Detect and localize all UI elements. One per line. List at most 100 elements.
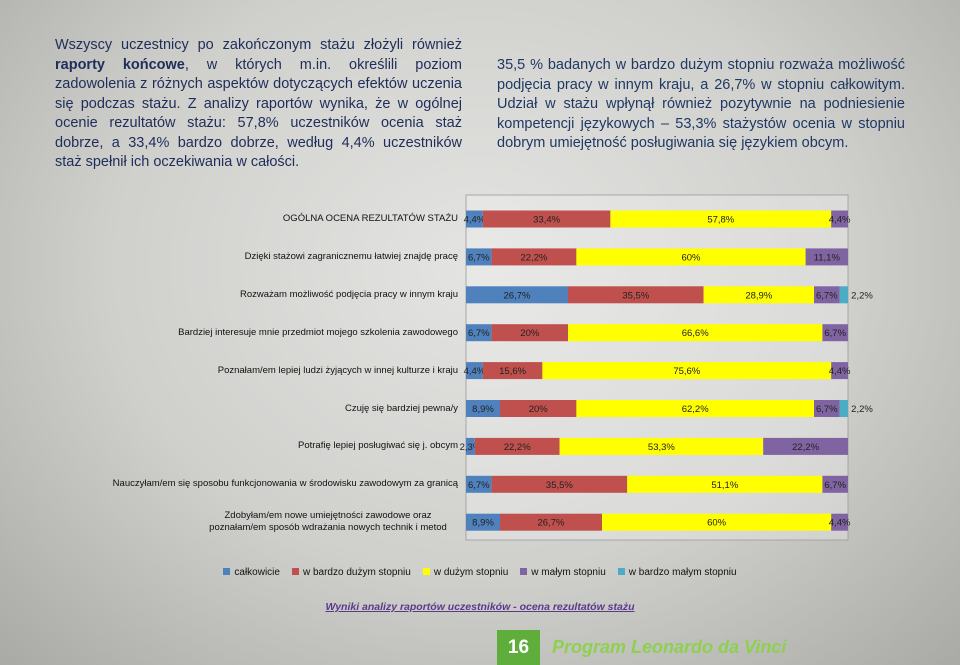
value-label: 6,7%: [816, 404, 838, 415]
bar-segment: [822, 324, 848, 342]
value-label: 60%: [707, 518, 727, 529]
bar-segment: [763, 437, 848, 455]
value-label: 51,1%: [711, 480, 738, 491]
legend-swatch: [291, 568, 299, 575]
bar-segment: [703, 286, 815, 304]
value-label: 4,4%: [829, 518, 851, 529]
value-label: 11,1%: [814, 252, 841, 263]
legend-item: w bardzo małym stopniu: [617, 567, 737, 578]
value-label: 2,3%: [460, 442, 482, 453]
value-label: 8,9%: [472, 404, 494, 415]
value-label: 4,4%: [829, 366, 851, 377]
legend-label: w małym stopniu: [531, 567, 606, 578]
legend-item: w dużym stopniu: [422, 567, 509, 578]
text-left: Wszyscy uczestnicy po zakończonym stażu …: [55, 36, 462, 173]
value-label: 28,9%: [745, 290, 772, 301]
value-label: 6,7%: [816, 290, 838, 301]
value-label: 60%: [681, 252, 701, 263]
legend-label: w bardzo małym stopniu: [628, 567, 737, 578]
value-label: 6,7%: [468, 252, 490, 263]
legend-item: całkowicie: [223, 567, 280, 578]
bar-segment: [466, 286, 568, 304]
bar-segment: [814, 400, 840, 417]
bar-segment: [466, 437, 475, 455]
bar-segment: [466, 475, 492, 493]
text-right: 35,5 % badanych w bardzo dużym stopniu r…: [497, 57, 905, 151]
value-label: 20%: [529, 404, 549, 415]
legend-item: w bardzo dużym stopniu: [291, 567, 411, 578]
bar-segment: [839, 400, 848, 417]
value-label: 35,5%: [622, 290, 649, 301]
value-label: 4,4%: [464, 366, 486, 377]
value-label: 6,7%: [468, 480, 490, 491]
category-label: Dzięki stażowi zagranicznemu łatwiej zna…: [244, 250, 458, 262]
bar-segment: [601, 513, 832, 531]
bar-segment: [482, 210, 611, 228]
value-label: 22,2%: [521, 252, 548, 263]
bar-segment: [610, 210, 832, 228]
value-label: 26,7%: [538, 518, 565, 529]
bar-segment: [831, 513, 848, 531]
bar-segment: [466, 324, 492, 342]
bold-text: raporty końcowe: [55, 56, 185, 73]
bar-segment: [839, 286, 848, 304]
bar-segment: [567, 324, 823, 342]
value-label: 6,7%: [824, 480, 846, 491]
value-label: 4,4%: [464, 215, 486, 226]
value-label: 75,6%: [673, 366, 700, 377]
text: , w których m.in. określili poziom zadow…: [55, 56, 462, 171]
bar-segment: [542, 362, 832, 380]
bar-segment: [466, 210, 483, 228]
category-label: Nauczyłam/em się sposobu funkcjonowania …: [112, 478, 458, 490]
bar-segment: [814, 286, 840, 304]
value-label: 4,4%: [829, 215, 851, 226]
legend-swatch: [223, 568, 231, 575]
value-label: 6,7%: [468, 328, 490, 339]
value-label: 2,2%: [851, 404, 873, 415]
value-label: 20%: [520, 328, 540, 339]
bar-segment: [491, 248, 577, 266]
legend-label: w dużym stopniu: [433, 567, 509, 578]
bar-segment: [627, 475, 823, 493]
category-label: Czuję się bardziej pewna/y: [344, 402, 458, 414]
value-label: 2,2%: [851, 290, 873, 301]
category-label: Rozważam możliwość podjęcia pracy w inny…: [239, 288, 458, 300]
legend-item: w małym stopniu: [520, 567, 606, 578]
bar-segment: [482, 362, 543, 380]
bar-segment: [466, 400, 500, 417]
program-name: Program Leonardo da Vinci: [552, 637, 787, 657]
value-label: 22,2%: [792, 442, 819, 453]
category-label: Potrafię lepiej posługiwać się j. obcym: [298, 440, 458, 452]
value-label: 15,6%: [499, 366, 526, 377]
category-label: OGÓLNA OCENA REZULTATÓW STAŻU: [282, 213, 458, 224]
bar-segment: [499, 400, 577, 417]
value-label: 53,3%: [648, 442, 675, 453]
bar-segment: [466, 362, 483, 380]
bar-segment: [831, 362, 848, 380]
bar-segment: [499, 513, 602, 531]
bar-segment: [491, 475, 628, 493]
bar-segment: [805, 248, 848, 266]
category-label: Bardziej interesuje mnie przedmiot mojeg…: [178, 326, 458, 338]
bar-segment: [474, 437, 560, 455]
value-label: 22,2%: [504, 442, 531, 453]
value-label: 66,6%: [682, 328, 709, 339]
bar-segment: [831, 210, 848, 228]
bar-segment: [822, 475, 848, 493]
bar-segment: [491, 324, 568, 342]
text: Wszyscy uczestnicy po zakończonym stażu …: [55, 37, 462, 53]
caption: Wyniki analizy raportów uczestników - oc…: [325, 601, 635, 613]
bar-segment: [466, 248, 492, 266]
legend-swatch: [617, 568, 625, 575]
value-label: 33,4%: [533, 215, 560, 226]
bar-segment: [559, 437, 764, 455]
category-label: Zdobyłam/em nowe umiejętności zawodowe o…: [209, 510, 447, 534]
value-label: 8,9%: [472, 518, 494, 529]
legend: całkowicie w bardzo dużym stopniu w dużym …: [0, 567, 960, 578]
bar-segment: [576, 400, 815, 417]
value-label: 26,7%: [504, 290, 531, 301]
legend-label: całkowicie: [234, 567, 280, 578]
value-label: 35,5%: [546, 480, 573, 491]
